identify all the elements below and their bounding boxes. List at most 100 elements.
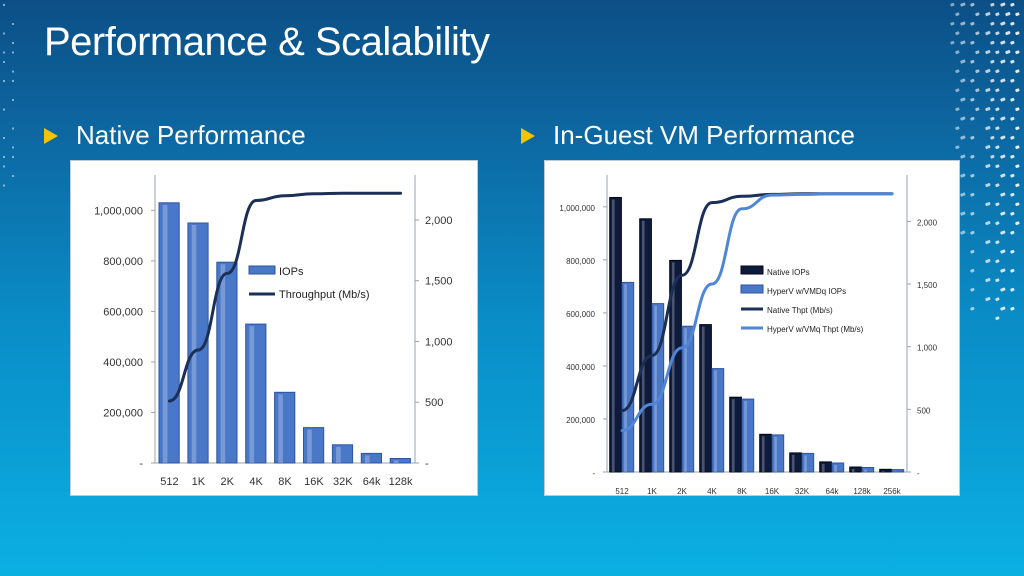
bar-native-iops: [879, 468, 892, 473]
x-tick-label: 256k: [883, 487, 901, 495]
decorative-dot: [12, 156, 14, 158]
decorative-dot: [995, 297, 1000, 302]
decorative-dot: [1010, 97, 1015, 102]
bar-highlight: [684, 328, 687, 472]
bar-highlight: [804, 455, 807, 472]
x-tick-label: 32K: [795, 487, 810, 495]
x-tick-label: 128k: [853, 487, 871, 495]
x-tick-label: 32K: [333, 476, 353, 488]
bar-highlight: [162, 204, 168, 464]
decorative-dot: [990, 59, 995, 64]
decorative-dot: [970, 59, 975, 64]
decorative-dot: [1010, 21, 1015, 26]
decorative-dot: [995, 12, 1000, 17]
decorative-dot: [1015, 202, 1020, 207]
y-left-tick-label: -: [592, 469, 595, 478]
decorative-dot: [1000, 154, 1006, 159]
bar-iops: [216, 261, 238, 464]
decorative-dot: [960, 135, 966, 140]
decorative-dot: [1010, 287, 1015, 292]
decorative-dot: [1010, 154, 1015, 159]
decorative-dot: [1015, 221, 1020, 226]
decorative-dot: [985, 50, 991, 55]
decorative-dot: [960, 78, 966, 83]
bar-highlight: [714, 370, 717, 472]
bar-hyperv-w-vmdq-iops: [711, 368, 725, 473]
y-right-tick-label: 1,500: [917, 281, 938, 290]
decorative-dot: [1000, 211, 1006, 216]
legend-label: Native Thpt (Mb/s): [767, 306, 833, 315]
decorative-dot: [3, 80, 5, 82]
decorative-dot: [3, 61, 5, 63]
bar-highlight: [744, 401, 747, 472]
bar-hyperv-w-vmdq-iops: [831, 462, 845, 473]
decorative-dot: [970, 78, 975, 83]
decorative-dot: [960, 154, 966, 159]
decorative-dot: [975, 12, 980, 17]
decorative-dot: [970, 306, 975, 311]
decorative-dot: [970, 230, 975, 235]
decorative-dot: [975, 107, 980, 112]
decorative-dot: [12, 23, 14, 25]
legend-label: Native IOPs: [767, 268, 810, 277]
decorative-dot: [12, 70, 14, 73]
bullet-label: Native Performance: [76, 120, 306, 150]
decorative-dot: [990, 40, 995, 45]
decorative-dot: [970, 249, 975, 254]
decorative-dot: [12, 175, 14, 177]
decorative-dot: [1000, 135, 1006, 140]
decorative-dot: [12, 99, 14, 101]
x-tick-label: 2K: [220, 476, 234, 488]
legend-label: HyperV w/VMq Thpt (Mb/s): [767, 325, 864, 334]
bar-native-iops: [789, 452, 802, 473]
decorative-dot: [995, 278, 1000, 283]
bar-highlight: [834, 465, 837, 472]
decorative-dot: [960, 40, 966, 45]
legend-label: IOPs: [279, 266, 304, 278]
decorative-dot: [1010, 173, 1015, 178]
decorative-dot: [1010, 2, 1015, 7]
bar-iops: [303, 427, 325, 464]
decorative-dot: [970, 97, 975, 102]
y-left-tick-label: 400,000: [566, 363, 595, 372]
bar-hyperv-w-vmdq-iops: [621, 281, 635, 473]
bar-highlight: [278, 394, 283, 463]
legend-label: Throughput (Mb/s): [279, 289, 369, 301]
decorative-dot: [985, 107, 991, 112]
decorative-dot: [1010, 192, 1015, 197]
bar-highlight: [761, 436, 765, 472]
y-left-tick-label: 800,000: [103, 256, 143, 268]
decorative-dot: [990, 2, 995, 7]
decorative-dot: [960, 97, 966, 102]
decorative-dot: [995, 31, 1000, 36]
decorative-dot: [955, 12, 960, 17]
bar-native-iops: [699, 324, 712, 473]
bar-native-iops: [759, 433, 772, 473]
decorative-dot: [990, 21, 995, 26]
bar-highlight: [191, 225, 197, 463]
decorative-dot: [985, 126, 991, 131]
decorative-dot: [995, 69, 1000, 74]
x-tick-label: 16K: [765, 487, 780, 495]
decorative-dot: [995, 88, 1000, 93]
native-performance-chart: - 200,000 400,000 600,000 800,000 1,000,000 - 5…: [94, 175, 453, 488]
y-right-tick-label: 1,000: [425, 336, 453, 348]
decorative-dot: [970, 116, 975, 121]
bar-highlight: [774, 436, 777, 472]
bullet-triangle-icon: [521, 127, 535, 144]
x-tick-label: 512: [615, 487, 629, 495]
decorative-dot: [995, 202, 1000, 207]
decorative-dot: [970, 268, 975, 273]
decorative-dot: [1015, 69, 1020, 74]
decorative-dot: [985, 88, 991, 93]
bar-highlight: [701, 326, 705, 472]
decorative-dot: [985, 259, 991, 264]
bar-highlight: [731, 399, 735, 472]
decorative-dot: [1010, 78, 1015, 83]
decorative-dot: [950, 2, 955, 7]
decorative-dot: [1010, 135, 1015, 140]
decorative-dot: [950, 40, 955, 45]
bar-iops: [158, 202, 180, 464]
decorative-dot: [985, 12, 991, 17]
decorative-dot: [955, 126, 960, 131]
